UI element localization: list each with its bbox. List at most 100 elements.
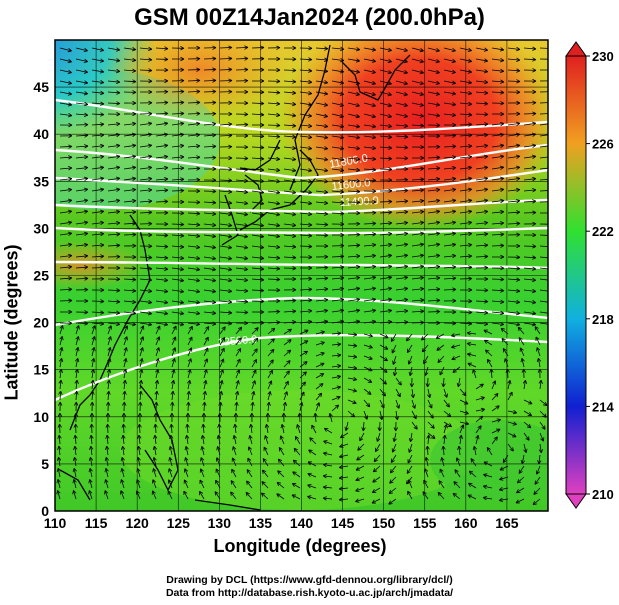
wind-arrow	[75, 265, 89, 270]
wind-arrow	[107, 243, 121, 248]
wind-arrow	[90, 368, 96, 379]
wind-arrow	[123, 100, 137, 106]
wind-arrow	[347, 232, 361, 237]
wind-arrow	[266, 401, 271, 412]
wind-arrow	[459, 231, 473, 237]
wind-arrow	[107, 347, 112, 357]
wind-arrow	[235, 310, 249, 315]
wind-arrow	[91, 265, 105, 270]
wind-arrow	[379, 377, 387, 385]
wind-arrow	[313, 412, 318, 423]
wind-arrow	[105, 423, 110, 434]
wind-arrow	[171, 132, 185, 137]
wind-arrow	[475, 122, 489, 127]
wind-arrow	[187, 369, 192, 379]
wind-arrow	[456, 377, 462, 388]
wind-arrow	[219, 67, 233, 72]
wind-arrow	[155, 67, 169, 73]
x-tick-label: 110	[44, 515, 67, 531]
wind-arrow	[459, 220, 473, 225]
wind-arrow	[75, 47, 88, 53]
wind-arrow	[338, 486, 349, 491]
wind-arrow	[299, 123, 313, 129]
wind-arrow	[331, 200, 345, 205]
wind-arrow	[410, 388, 416, 399]
wind-arrow	[379, 123, 393, 129]
wind-arrow	[315, 373, 325, 379]
wind-arrow	[168, 445, 173, 456]
wind-arrow	[235, 212, 249, 217]
wind-arrow	[138, 379, 144, 390]
wind-arrow	[475, 143, 489, 149]
wind-arrow	[187, 144, 201, 149]
wind-arrow	[379, 58, 392, 64]
wind-arrow	[322, 496, 333, 501]
wind-arrow	[155, 57, 169, 62]
wind-arrow	[299, 329, 309, 335]
wind-arrow	[283, 156, 297, 162]
wind-arrow	[139, 347, 144, 357]
wind-arrow	[235, 223, 249, 228]
wind-arrow	[235, 299, 249, 304]
wind-arrow	[123, 121, 137, 127]
wind-arrow	[363, 297, 377, 302]
wind-arrow	[423, 355, 429, 365]
wind-arrow	[185, 412, 191, 423]
wind-arrow	[91, 122, 105, 127]
wind-arrow	[139, 311, 153, 316]
wind-arrow	[251, 112, 265, 117]
wind-arrow	[459, 321, 473, 326]
wind-arrow	[443, 421, 452, 428]
wind-arrow	[523, 221, 537, 227]
wind-arrow	[523, 300, 537, 305]
wind-arrow	[203, 321, 217, 326]
wind-arrow	[443, 231, 457, 236]
wind-arrow	[283, 113, 297, 118]
wind-arrow	[392, 366, 398, 377]
wind-arrow	[107, 357, 112, 368]
wind-arrow	[88, 490, 93, 500]
wind-arrow	[452, 492, 461, 500]
x-tick-label: 130	[208, 515, 232, 531]
wind-arrow	[283, 328, 292, 335]
wind-arrow	[267, 179, 281, 184]
wind-arrow	[283, 101, 297, 107]
wind-arrow	[459, 310, 473, 315]
wind-arrow	[475, 187, 489, 192]
wind-arrow	[322, 462, 333, 468]
wind-arrow	[58, 357, 64, 368]
wind-arrow	[299, 340, 309, 346]
wind-arrow	[507, 210, 521, 215]
wind-arrow	[214, 491, 221, 500]
wind-arrow	[57, 445, 62, 456]
wind-arrow	[235, 89, 249, 95]
wind-arrow	[407, 490, 413, 500]
wind-arrow	[475, 310, 489, 315]
wind-arrow	[167, 479, 173, 489]
wind-arrow	[411, 286, 425, 292]
wind-arrow	[395, 388, 401, 398]
wind-arrow	[520, 454, 525, 465]
wind-arrow	[155, 154, 169, 160]
wind-arrow	[459, 242, 473, 248]
wind-arrow	[539, 47, 548, 49]
wind-arrow	[299, 79, 313, 85]
wind-arrow	[482, 495, 493, 501]
wind-arrow	[443, 69, 456, 74]
wind-arrow	[363, 199, 377, 205]
wind-arrow	[363, 242, 377, 248]
wind-arrow	[459, 133, 473, 138]
wind-arrow	[187, 233, 201, 239]
plot-frame	[54, 39, 549, 512]
wind-arrow	[283, 287, 297, 292]
wind-arrow	[391, 344, 397, 354]
wind-arrow	[75, 165, 89, 171]
wind-arrow	[251, 178, 265, 184]
wind-arrow	[235, 45, 249, 50]
wind-arrow	[107, 143, 121, 148]
wind-arrow	[427, 264, 441, 270]
wind-arrow	[315, 402, 321, 412]
wind-arrow	[251, 337, 259, 346]
wind-arrow	[251, 90, 265, 95]
wind-arrow	[123, 325, 129, 335]
